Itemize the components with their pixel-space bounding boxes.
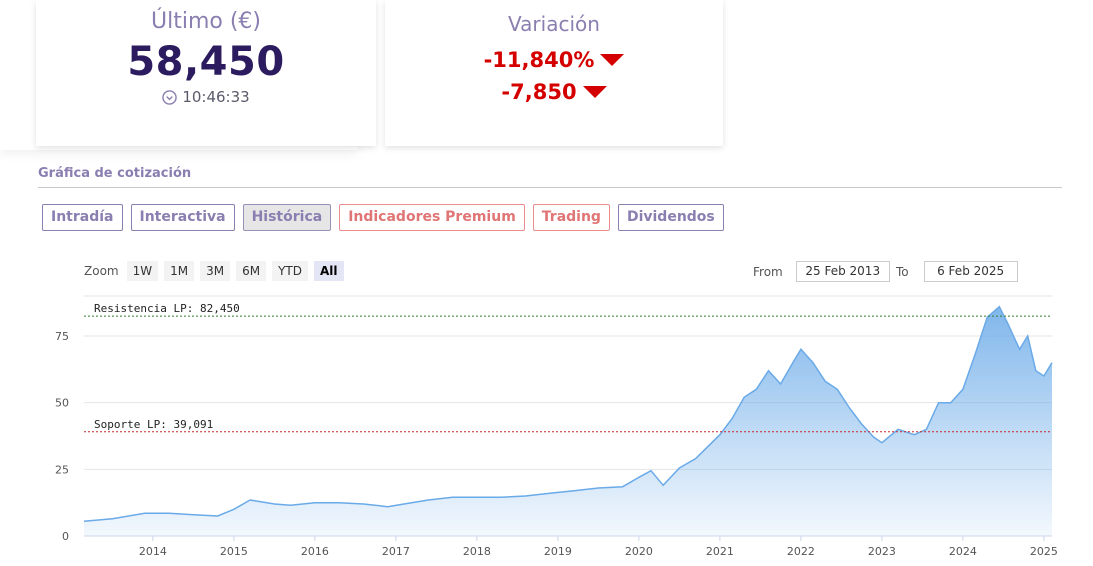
last-price-value: 58,450 — [127, 39, 285, 85]
from-date-input[interactable]: 25 Feb 2013 — [795, 261, 890, 282]
x-tick-label: 2023 — [868, 545, 896, 558]
tab-dividendos[interactable]: Dividendos — [617, 204, 724, 231]
range-from: From 25 Feb 2013 — [753, 261, 890, 282]
annotation-label: Soporte LP: 39,091 — [94, 418, 213, 431]
x-tick-label: 2025 — [1030, 545, 1058, 558]
zoom-button-all[interactable]: All — [314, 261, 344, 281]
range-to: To 6 Feb 2025 — [896, 261, 1018, 282]
x-tick-label: 2015 — [220, 545, 248, 558]
section-divider — [38, 187, 1062, 188]
variation-percent-row: -11,840% — [385, 48, 723, 72]
x-tick-label: 2021 — [706, 545, 734, 558]
time-text: 10:46:33 — [182, 88, 250, 106]
chart-tabs: Intradía Interactiva Histórica Indicadores … — [42, 204, 724, 231]
zoom-label: Zoom — [84, 264, 119, 278]
x-tick-label: 2016 — [301, 545, 329, 558]
y-tick-label: 0 — [62, 530, 69, 543]
last-price-card: Último (€) 58,450 10:46:33 — [36, 0, 376, 146]
zoom-button-6m[interactable]: 6M — [236, 261, 267, 281]
x-tick-label: 2014 — [139, 545, 167, 558]
tab-histórica[interactable]: Histórica — [242, 204, 332, 231]
variation-card: Variación -11,840% -7,850 — [385, 0, 723, 146]
tab-intradía[interactable]: Intradía — [42, 204, 123, 231]
x-tick-label: 2022 — [787, 545, 815, 558]
variation-absolute-row: -7,850 — [385, 80, 723, 104]
x-tick-label: 2019 — [544, 545, 572, 558]
to-label: To — [896, 264, 909, 279]
tab-trading[interactable]: Trading — [532, 204, 610, 231]
price-line — [83, 305, 1053, 523]
zoom-button-3m[interactable]: 3M — [200, 261, 231, 281]
zoom-controls: Zoom 1W 1M 3M 6M YTD All — [84, 261, 344, 281]
annotation-label: Resistencia LP: 82,450 — [94, 302, 240, 315]
from-label: From — [753, 264, 783, 279]
x-tick-label: 2017 — [382, 545, 410, 558]
x-tick-label: 2018 — [463, 545, 491, 558]
zoom-button-ytd[interactable]: YTD — [272, 261, 308, 281]
tab-interactiva[interactable]: Interactiva — [130, 204, 235, 231]
zoom-button-1m[interactable]: 1M — [164, 261, 195, 281]
last-update-time: 10:46:33 — [36, 88, 376, 106]
clock-icon — [162, 89, 178, 105]
zoom-button-1w[interactable]: 1W — [126, 261, 159, 281]
arrow-down-icon — [600, 54, 625, 66]
last-price-title: Último (€) — [151, 9, 261, 34]
variation-absolute: -7,850 — [501, 80, 577, 104]
variation-title: Variación — [508, 12, 600, 36]
arrow-down-icon — [582, 86, 607, 98]
x-tick-label: 2020 — [625, 545, 653, 558]
price-area — [84, 306, 1052, 536]
x-tick-label: 2024 — [949, 545, 977, 558]
variation-percent: -11,840% — [483, 48, 595, 72]
to-date-input[interactable]: 6 Feb 2025 — [923, 261, 1018, 282]
y-tick-label: 50 — [55, 397, 69, 410]
tab-indicadores-premium[interactable]: Indicadores Premium — [339, 204, 525, 231]
y-tick-label: 75 — [55, 330, 69, 343]
section-title: Gráfica de cotización — [38, 166, 192, 181]
y-tick-label: 25 — [55, 463, 69, 476]
